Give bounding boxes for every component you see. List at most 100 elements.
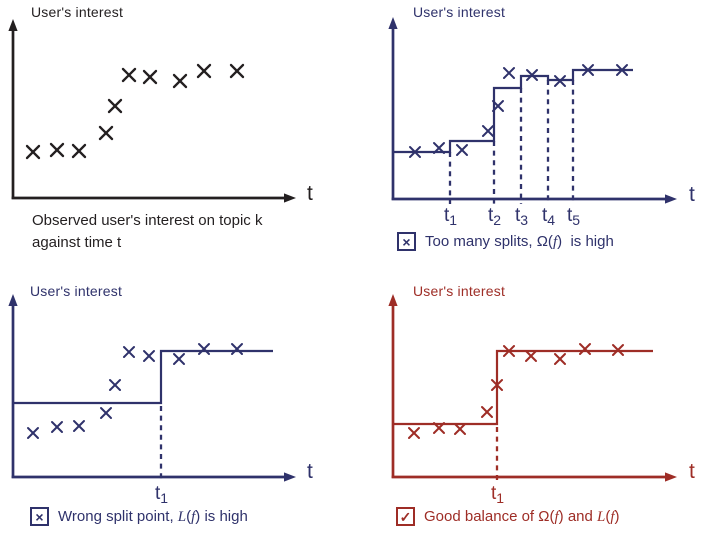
x-marker-stroke <box>107 98 123 114</box>
scatter-point <box>526 69 538 81</box>
x-marker-stroke <box>231 343 243 355</box>
x-marker-stroke <box>456 144 468 156</box>
caption-segment: ) and <box>558 507 598 525</box>
split-label-t3: t3 <box>515 205 528 228</box>
x-marker-stroke <box>481 406 493 418</box>
step-function-too-many-splits <box>393 68 633 154</box>
panel-too-many-splits: t1 t2 t3 t4 t5 <box>388 17 677 228</box>
x-marker-stroke <box>454 423 466 435</box>
scatter-point <box>612 344 624 356</box>
y-axis-title-wrong-split: User's interest <box>30 283 123 299</box>
scatter-point <box>409 146 421 158</box>
scatter-point <box>142 69 158 85</box>
split-label-subscript: 3 <box>520 212 528 228</box>
split-label-t1: t1 <box>444 205 457 228</box>
caption-math-italic: f <box>191 508 196 525</box>
split-label-subscript: 4 <box>547 212 555 228</box>
scatter-point <box>123 346 135 358</box>
step-function-good-balance <box>393 349 653 426</box>
caption-segment: ) is high <box>557 232 614 250</box>
caption-too-many-splits: × Too many splits, Ω(f) is high <box>397 232 614 251</box>
split-label-subscript: 1 <box>160 490 168 506</box>
scatter-point <box>408 427 420 439</box>
scatter-point <box>198 343 210 355</box>
scatter-point <box>433 422 445 434</box>
x-axis-label-too-many-splits: t <box>689 183 695 206</box>
split-label-subscript: 5 <box>572 212 580 228</box>
caption-segment: Good balance of <box>424 507 539 525</box>
caption-segment: Ω( <box>538 507 555 525</box>
caption-segment: ( <box>186 507 192 525</box>
x-marker-stroke <box>503 345 515 357</box>
scatter-point <box>172 73 188 89</box>
panel-wrong-split-point: t1 <box>8 294 296 506</box>
caption-segment: Ω( <box>536 232 553 250</box>
y-axis-title-too-many-splits: User's interest <box>413 4 506 20</box>
x-marker-stroke <box>554 75 566 87</box>
scatter-point <box>579 343 591 355</box>
scatter-point <box>229 63 245 79</box>
x-marker-stroke <box>612 344 624 356</box>
x-marker-stroke <box>482 125 494 137</box>
caption-wrong-split-text: Wrong split point, L(f) is high <box>58 508 248 526</box>
scatter-point <box>582 64 594 76</box>
x-marker-stroke <box>526 69 538 81</box>
x-axis-label-good-balance: t <box>689 460 695 483</box>
split-label-t4: t4 <box>542 205 555 228</box>
x-marker-stroke <box>491 379 503 391</box>
x-marker-stroke <box>27 427 39 439</box>
caption-math-italic: f <box>552 233 558 250</box>
x-box-icon: × <box>397 232 416 251</box>
panel-observed-points <box>8 19 296 203</box>
x-marker-stroke <box>579 343 591 355</box>
caption-good-balance: ✓ Good balance of Ω(f) and L(f) <box>396 507 620 526</box>
scatter-point <box>503 67 515 79</box>
split-label-subscript: 2 <box>493 212 501 228</box>
scatter-point <box>49 142 65 158</box>
split-label-t1: t1 <box>491 483 504 506</box>
x-axis-wrong-split-point-arrowhead <box>284 472 296 482</box>
x-marker-stroke <box>100 407 112 419</box>
scatter-point <box>109 379 121 391</box>
caption-observed: Observed user's interest on topic k agai… <box>32 210 332 254</box>
caption-math-italic: L <box>177 508 187 525</box>
x-marker-stroke <box>73 420 85 432</box>
scatter-point <box>107 98 123 114</box>
scatter-point <box>492 100 504 112</box>
panel-good-balance: t1 <box>388 294 677 506</box>
x-marker-stroke <box>121 67 137 83</box>
scatter-point <box>454 423 466 435</box>
x-marker-stroke <box>408 427 420 439</box>
caption-segment: ) is high <box>195 507 248 525</box>
x-marker-stroke <box>198 343 210 355</box>
scatter-point <box>503 345 515 357</box>
x-marker-stroke <box>71 143 87 159</box>
scatter-point <box>231 343 243 355</box>
x-marker-stroke <box>616 64 628 76</box>
x-marker-stroke <box>196 63 212 79</box>
x-marker-stroke <box>582 64 594 76</box>
scatter-point <box>98 125 114 141</box>
caption-segment: Wrong split point, <box>58 507 178 525</box>
x-marker-stroke <box>123 346 135 358</box>
x-marker-stroke <box>525 350 537 362</box>
x-axis-too-many-splits-arrowhead <box>665 194 677 204</box>
y-axis-wrong-split-point-arrowhead <box>8 294 18 306</box>
x-marker-stroke <box>433 142 445 154</box>
scatter-point <box>25 144 41 160</box>
scatter-point <box>121 67 137 83</box>
x-axis-label-observed: t <box>307 182 313 205</box>
x-axis-observed-points-arrowhead <box>284 193 296 203</box>
caption-good-balance-text: Good balance of Ω(f) and L(f) <box>424 508 620 526</box>
scatter-point <box>616 64 628 76</box>
caption-observed-line2: against time t <box>32 234 122 251</box>
caption-segment: ) <box>614 507 620 525</box>
x-marker-stroke <box>409 146 421 158</box>
x-marker-stroke <box>98 125 114 141</box>
scatter-point <box>51 421 63 433</box>
y-axis-good-balance-arrowhead <box>388 294 398 306</box>
x-marker-stroke <box>172 73 188 89</box>
caption-wrong-split: × Wrong split point, L(f) is high <box>30 507 248 526</box>
caption-math-italic: f <box>610 508 615 525</box>
